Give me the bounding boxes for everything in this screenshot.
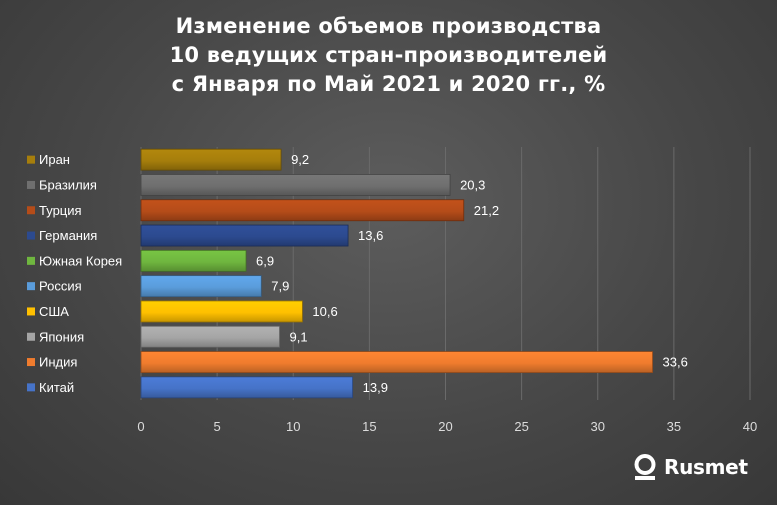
bar [140, 249, 247, 272]
legend-label: Южная Корея [39, 253, 122, 268]
bar [140, 325, 280, 348]
data-label: 9,1 [290, 329, 308, 344]
logo-text: Rusmet [664, 455, 748, 479]
bar [140, 224, 349, 247]
chart-title-line-3: с Января по Май 2021 и 2020 гг., % [171, 72, 606, 96]
bar [140, 199, 465, 222]
legend-label: Япония [39, 329, 84, 344]
chart-title: Изменение объемов производства 10 ведущи… [0, 12, 777, 99]
bar [140, 300, 303, 323]
x-tick-label: 35 [667, 419, 681, 434]
legend-swatch [27, 180, 35, 189]
bar [140, 351, 653, 373]
legend-label: Германия [39, 228, 97, 243]
rusmet-logo-icon [634, 454, 656, 480]
data-label: 6,9 [256, 253, 274, 268]
data-label: 21,2 [474, 203, 499, 218]
legend-swatch [27, 206, 35, 215]
legend-swatch [27, 231, 35, 240]
bar [140, 148, 282, 171]
rusmet-logo: Rusmet [632, 452, 748, 482]
legend-label: Турция [39, 203, 82, 218]
data-label: 33,6 [663, 355, 688, 370]
x-tick-label: 10 [286, 419, 300, 434]
legend-label: Индия [39, 355, 77, 370]
data-label: 10,6 [312, 304, 337, 319]
chart-title-line-1: Изменение объемов производства [175, 14, 602, 38]
data-label: 20,3 [460, 177, 485, 192]
legend-label: Китай [39, 380, 74, 395]
x-tick-label: 25 [514, 419, 528, 434]
bar [140, 275, 262, 298]
legend-swatch [27, 282, 35, 291]
legend-swatch [27, 383, 35, 392]
data-label: 7,9 [271, 279, 289, 294]
bar [140, 376, 354, 399]
legend-label: США [39, 304, 69, 319]
chart-title-line-2: 10 ведущих стран-производителей [169, 43, 608, 67]
x-tick-label: 15 [362, 419, 376, 434]
x-tick-label: 30 [591, 419, 605, 434]
legend-swatch [27, 307, 35, 316]
legend-label: Россия [39, 279, 82, 294]
data-label: 13,6 [358, 228, 383, 243]
legend-label: Бразилия [39, 177, 97, 192]
x-tick-label: 40 [743, 419, 757, 434]
legend-swatch [27, 358, 35, 367]
legend-swatch [27, 256, 35, 265]
x-tick-label: 5 [214, 419, 221, 434]
legend-swatch [27, 155, 35, 164]
data-label: 9,2 [291, 152, 309, 167]
legend-swatch [27, 332, 35, 341]
x-tick-label: 20 [438, 419, 452, 434]
legend-label: Иран [39, 152, 70, 167]
x-tick-label: 0 [137, 419, 144, 434]
bar [140, 174, 451, 196]
data-label: 13,9 [363, 380, 388, 395]
